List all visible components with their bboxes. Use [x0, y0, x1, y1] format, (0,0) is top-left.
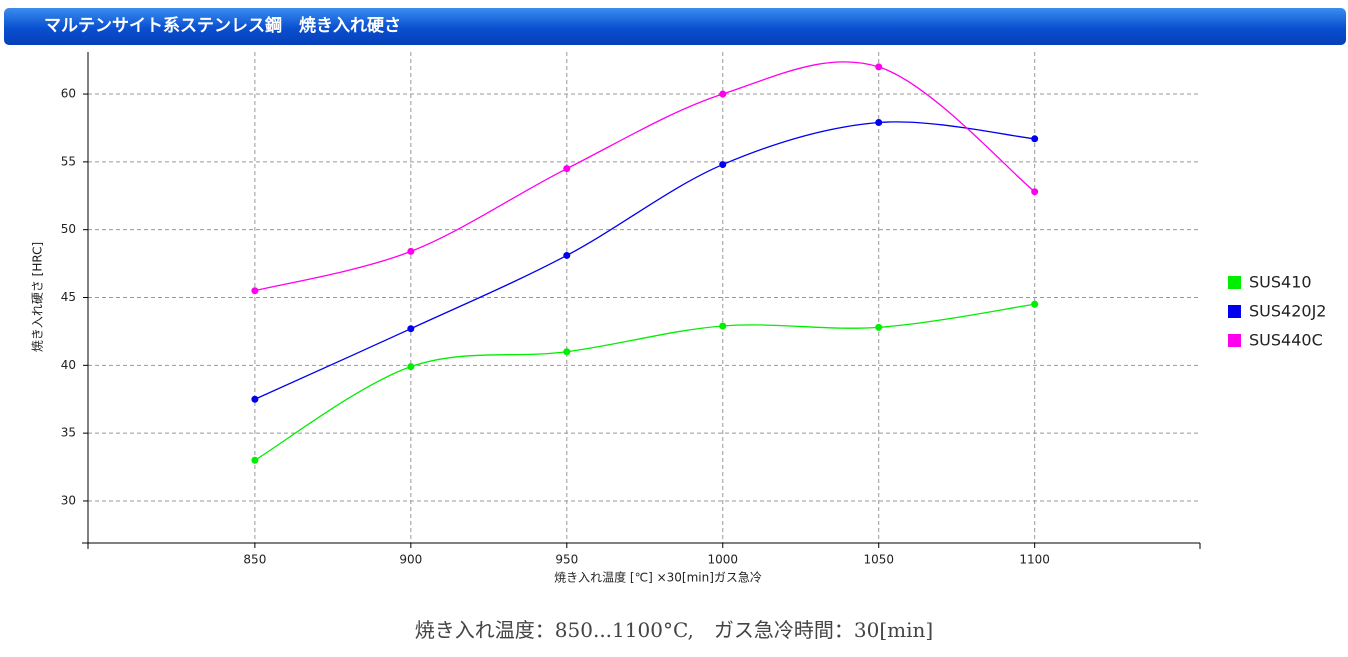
y-tick-label: 35: [61, 426, 76, 440]
data-point: [875, 119, 883, 127]
x-tick-label: 950: [555, 553, 578, 567]
data-point: [1031, 135, 1039, 143]
legend-label: SUS420J2: [1249, 302, 1326, 321]
series-line: [254, 303, 1035, 461]
x-tick-label: 1050: [863, 553, 894, 567]
data-point: [251, 287, 259, 295]
y-tick-label: 55: [61, 154, 76, 168]
data-point: [719, 161, 727, 169]
data-point: [251, 456, 259, 464]
data-point: [251, 395, 259, 403]
y-tick-label: 45: [61, 290, 76, 304]
y-tick-label: 60: [61, 87, 76, 101]
y-tick-label: 40: [61, 358, 76, 372]
series-line: [254, 61, 1036, 292]
series-line: [254, 121, 1035, 400]
data-point: [563, 251, 571, 259]
x-tick-label: 1100: [1019, 553, 1050, 567]
data-point: [719, 90, 727, 98]
x-tick-label: 1000: [707, 553, 738, 567]
data-point: [875, 323, 883, 331]
legend-swatch: [1228, 334, 1241, 347]
y-axis-label: 焼き入れ硬さ [HRC]: [31, 242, 45, 352]
footer: 焼き入れ温度：850...1100°C, ガス急冷時間：30[min]: [414, 618, 934, 642]
y-tick-label: 50: [61, 222, 76, 236]
x-axis-label: 焼き入れ温度 [℃] ×30[min]ガス急冷: [554, 570, 762, 585]
data-point: [407, 363, 415, 371]
data-point: [407, 325, 415, 333]
data-point: [563, 348, 571, 356]
legend-label: SUS440C: [1249, 331, 1323, 350]
data-point: [407, 247, 415, 255]
legend-swatch: [1228, 276, 1241, 289]
data-point: [719, 322, 727, 330]
legend-swatch: [1228, 305, 1241, 318]
legend-label: SUS410: [1249, 273, 1312, 292]
title-bar: マルテンサイト系ステンレス鋼 焼き入れ硬さ: [4, 8, 1346, 45]
y-tick-label: 30: [61, 493, 76, 507]
x-tick-label: 900: [399, 553, 422, 567]
data-point: [875, 63, 883, 71]
x-tick-label: 850: [243, 553, 266, 567]
data-point: [563, 165, 571, 173]
data-point: [1031, 188, 1039, 196]
data-point: [1031, 300, 1039, 308]
